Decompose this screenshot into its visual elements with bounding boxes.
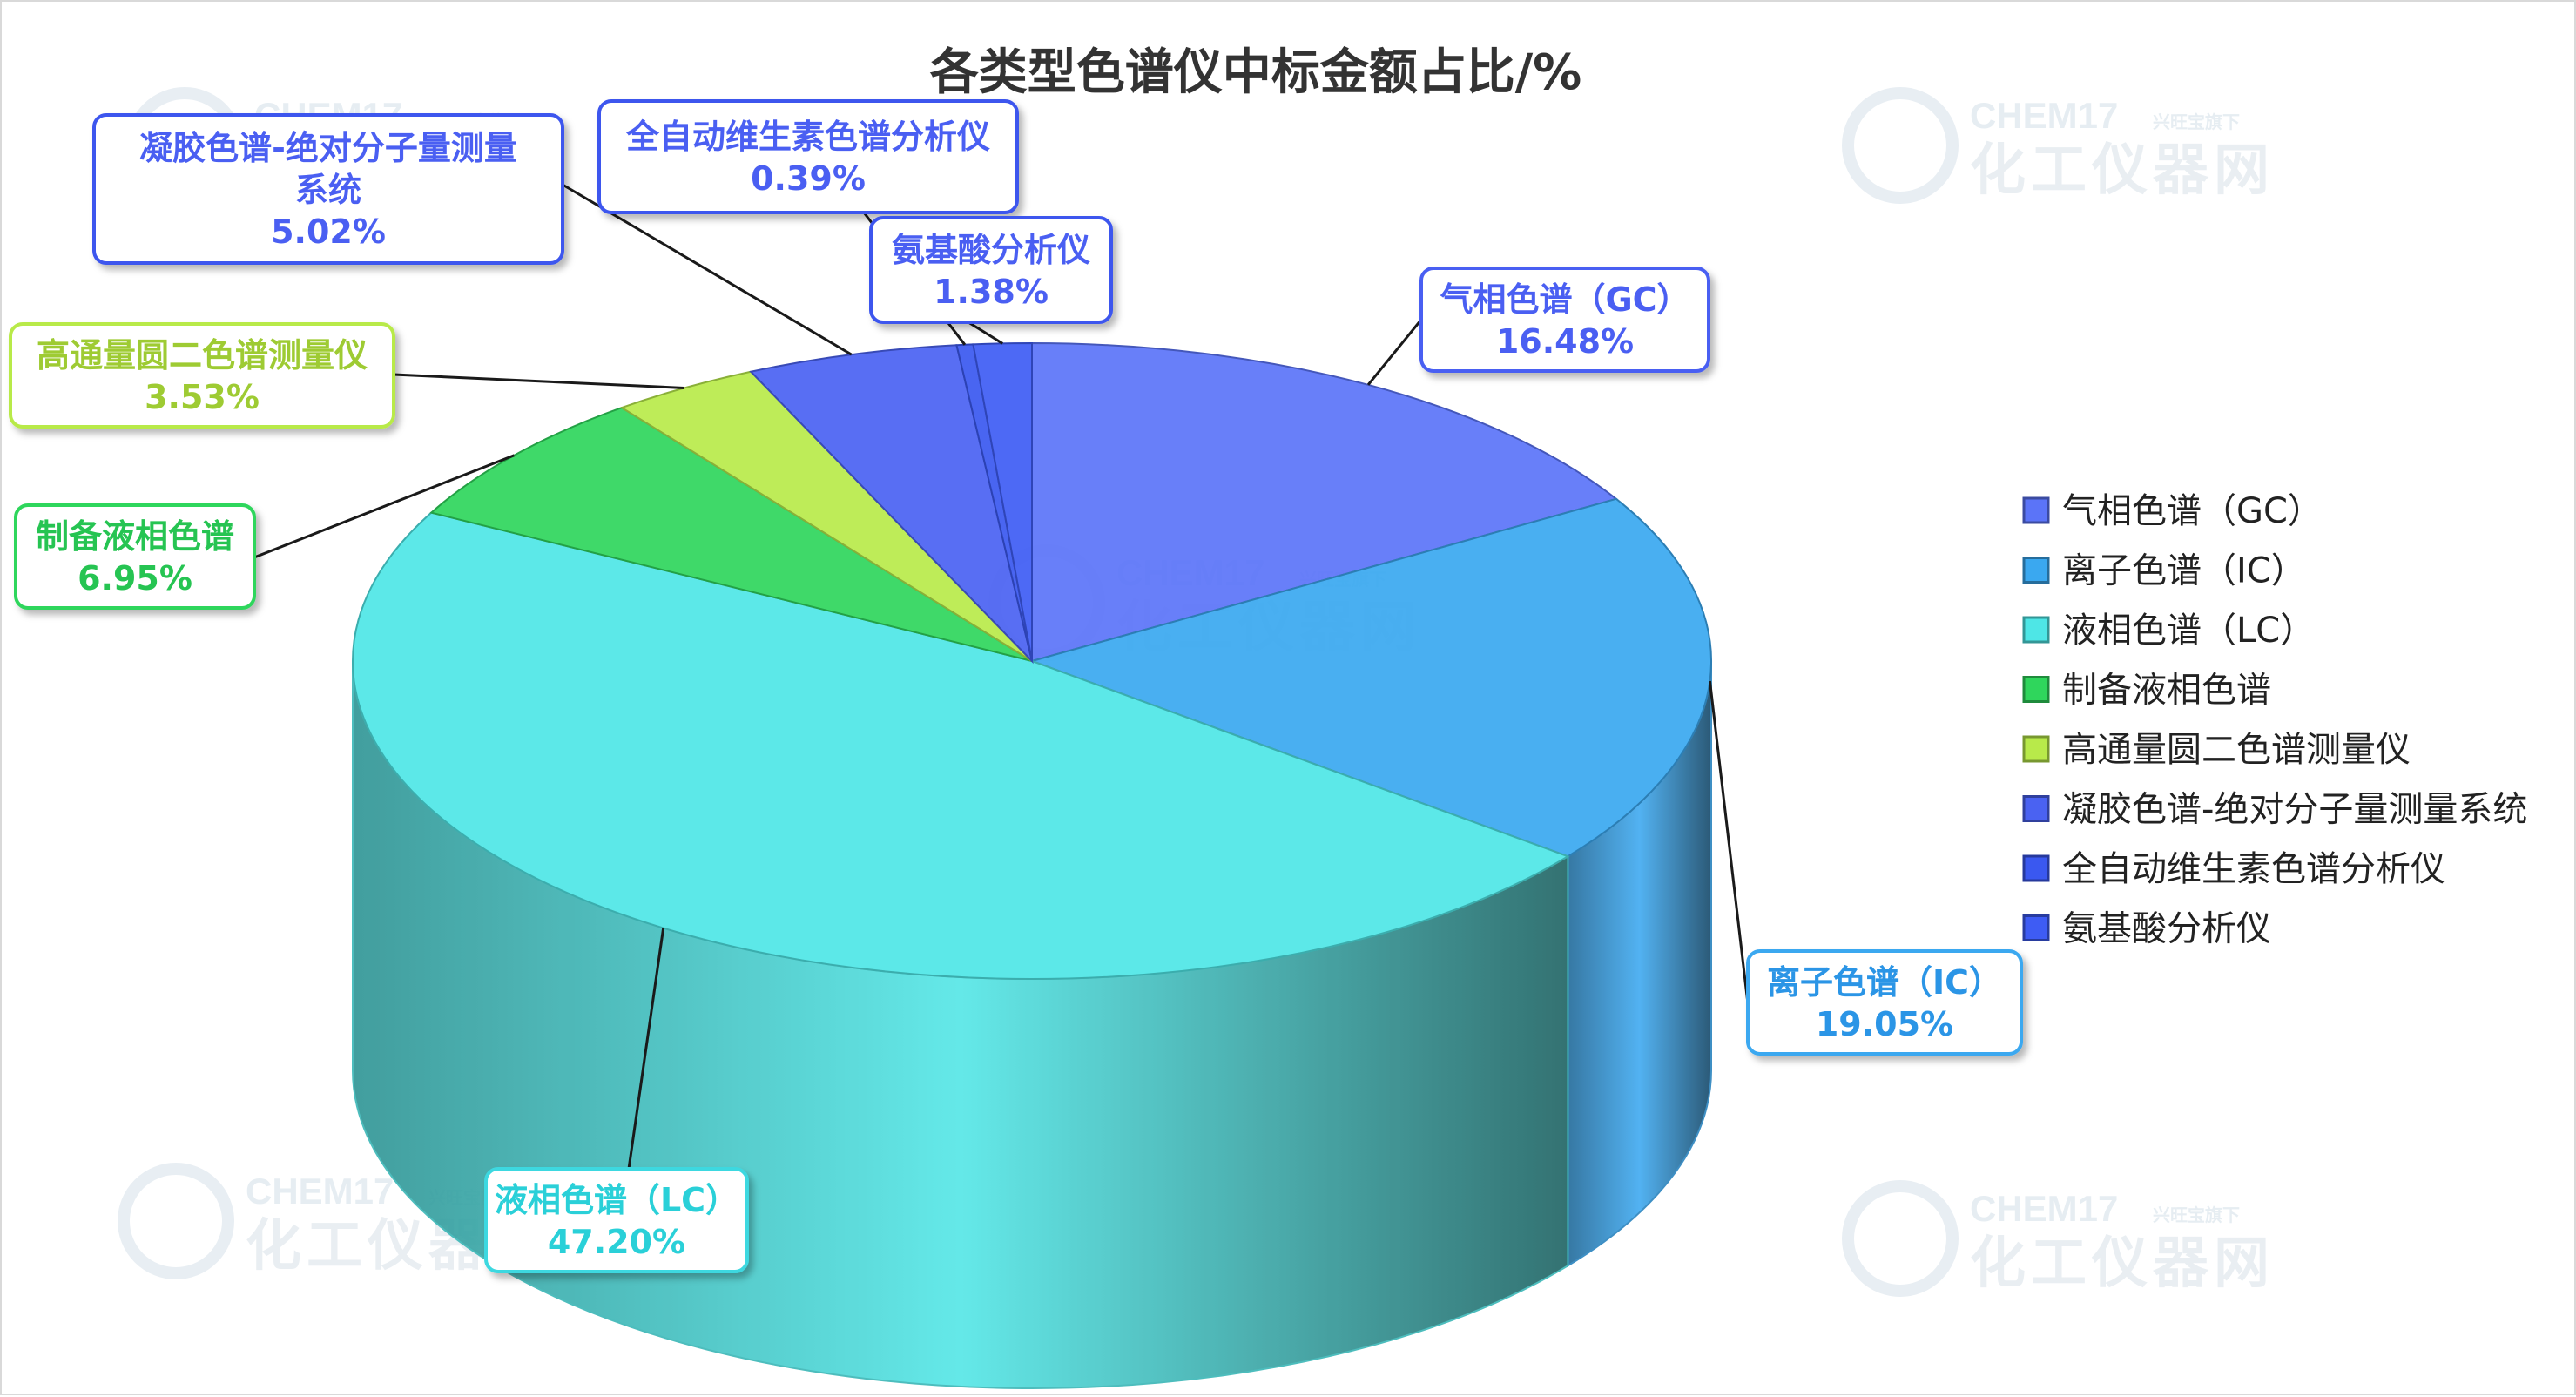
- legend-label: 制备液相色谱: [2062, 671, 2271, 711]
- legend-item-7: 全自动维生素色谱分析仪: [2022, 849, 2445, 889]
- data-label-box: [1746, 949, 2023, 1056]
- data-labels: 气相色谱（GC）16.48% 离子色谱（IC）19.05% 液相色谱（LC） 47.2…: [9, 99, 2023, 1273]
- legend-item-1: 气相色谱（GC）: [2022, 491, 2323, 531]
- pie-slice-6: [749, 344, 1034, 665]
- legend-label: 离子色谱（IC）: [2062, 551, 2306, 591]
- data-label-value: 5.02%: [271, 213, 386, 251]
- pie-slices: [352, 341, 1712, 980]
- pie-slice-4: [429, 406, 1033, 662]
- legend-swatch: [2022, 795, 2050, 822]
- data-label-2: 离子色谱（IC）19.05%: [1746, 949, 2023, 1056]
- data-label-3: 液相色谱（LC） 47.20%: [484, 1167, 749, 1273]
- pie-slice-1: [1031, 341, 1619, 663]
- legend-swatch: [2022, 676, 2050, 703]
- watermark-brand: CHEM17: [1970, 1188, 2118, 1229]
- data-label-category: 氨基酸分析仪: [892, 231, 1090, 269]
- data-label-value: 16.48%: [1496, 322, 1634, 361]
- data-label-box: [9, 322, 395, 429]
- chart-title: 各类型色谱仪中标金额占比/%: [930, 44, 1582, 101]
- data-label-category: 凝胶色谱-绝对分子量测量: [139, 129, 517, 167]
- data-label-box: [92, 113, 564, 265]
- data-label-value: 47.20%: [548, 1223, 685, 1261]
- legend-swatch: [2022, 557, 2050, 584]
- data-label-6: 凝胶色谱-绝对分子量测量系统 5.02%: [92, 113, 564, 265]
- leader-line-5: [393, 373, 684, 389]
- legend-item-5: 高通量圆二色谱测量仪: [2022, 730, 2411, 770]
- legend-swatch: [2022, 616, 2050, 644]
- legend-label: 气相色谱（GC）: [2062, 491, 2323, 531]
- data-label-box: [14, 503, 256, 610]
- legend: 气相色谱（GC） 离子色谱（IC） 液相色谱（LC） 制备液相色谱高通量圆二色谱测量仪…: [2022, 491, 2527, 949]
- data-label-box: [1419, 267, 1710, 373]
- legend-label: 氨基酸分析仪: [2062, 909, 2271, 949]
- watermark-logo-icon: [118, 1163, 234, 1279]
- data-label-value: 1.38%: [934, 273, 1049, 311]
- data-label-8: 氨基酸分析仪 1.38%: [869, 216, 1113, 324]
- data-label-value: 0.39%: [751, 159, 866, 198]
- data-label-category: 高通量圆二色谱测量仪: [37, 336, 368, 375]
- legend-label: 全自动维生素色谱分析仪: [2062, 849, 2445, 889]
- legend-item-2: 离子色谱（IC）: [2022, 551, 2306, 591]
- watermark-tagline: 兴旺宝旗下: [2153, 111, 2240, 132]
- data-label-value: 3.53%: [145, 378, 260, 416]
- data-label-value: 19.05%: [1816, 1005, 1953, 1043]
- data-label-1: 气相色谱（GC）16.48%: [1419, 267, 1710, 373]
- legend-swatch: [2022, 914, 2050, 941]
- leader-line-2: [1708, 680, 1750, 1004]
- leader-line-3: [627, 928, 665, 1170]
- data-label-box: [597, 99, 1019, 214]
- watermark-logo-icon: [1842, 1180, 1959, 1297]
- data-label-category: 制备液相色谱: [36, 517, 234, 556]
- data-label-category: 离子色谱（IC）: [1767, 963, 2002, 1002]
- legend-label: 液相色谱（LC）: [2062, 611, 2315, 651]
- watermark-tagline: 兴旺宝旗下: [2153, 1205, 2240, 1225]
- data-label-category: 气相色谱（GC）: [1440, 280, 1689, 319]
- leader-line-1: [1366, 319, 1423, 386]
- data-label-category: 液相色谱（LC）: [495, 1181, 738, 1219]
- pie-slice-2: [1028, 497, 1712, 858]
- data-label-box: [869, 216, 1113, 324]
- data-label-category: 系统: [295, 171, 361, 209]
- watermark-logo-icon: [1842, 87, 1959, 204]
- data-label-category: 全自动维生素色谱分析仪: [625, 118, 990, 156]
- watermark-name: 化工仪器网: [1970, 1232, 2275, 1296]
- legend-swatch: [2022, 496, 2050, 524]
- legend-item-3: 液相色谱（LC）: [2022, 611, 2315, 651]
- legend-item-8: 氨基酸分析仪: [2022, 909, 2271, 949]
- watermark-brand: CHEM17: [246, 1171, 394, 1211]
- legend-item-4: 制备液相色谱: [2022, 671, 2271, 711]
- data-label-box: [484, 1167, 749, 1273]
- watermark-brand: CHEM17: [1970, 95, 2118, 136]
- legend-label: 凝胶色谱-绝对分子量测量系统: [2062, 790, 2527, 830]
- watermark-name: 化工仪器网: [1970, 138, 2275, 203]
- leader-line-4: [253, 454, 516, 559]
- legend-label: 高通量圆二色谱测量仪: [2062, 730, 2411, 770]
- legend-swatch: [2022, 854, 2050, 882]
- data-label-value: 6.95%: [78, 559, 192, 597]
- legend-swatch: [2022, 735, 2050, 763]
- leader-line-8: [968, 321, 1003, 345]
- legend-item-6: 凝胶色谱-绝对分子量测量系统: [2022, 790, 2527, 830]
